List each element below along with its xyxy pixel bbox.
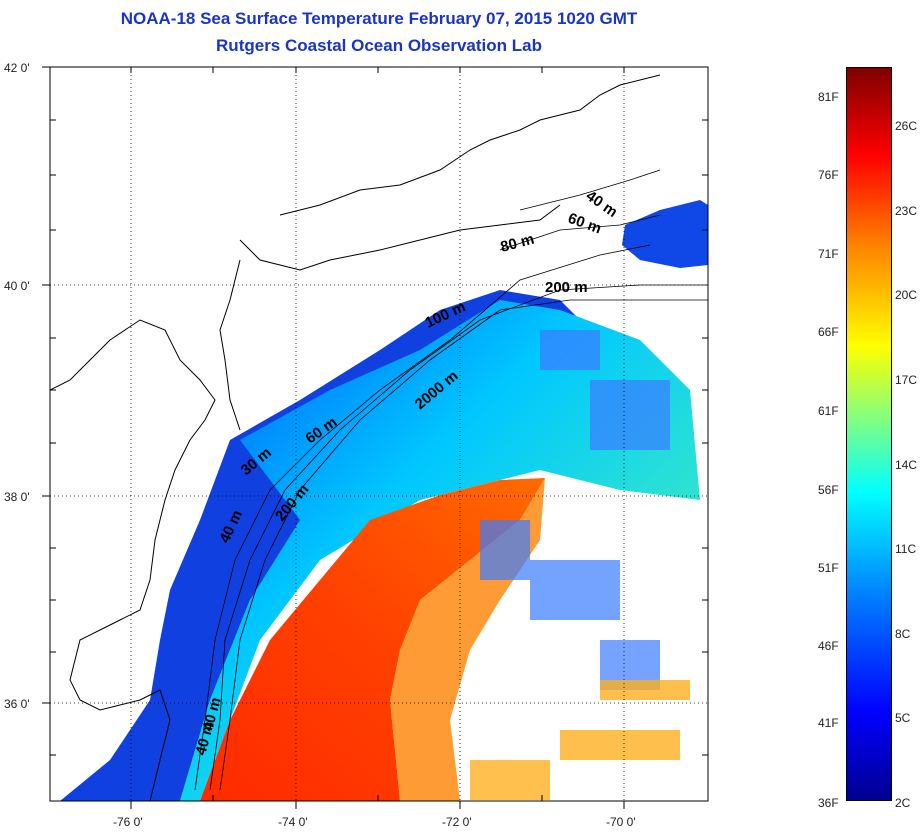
colorbar-label-c: 2C	[895, 796, 911, 810]
colorbar-label-c: 17C	[895, 373, 918, 387]
graticule	[50, 67, 708, 801]
colorbar-label-c: 20C	[895, 288, 918, 302]
axis-ticks	[42, 66, 708, 809]
colorbar-label-f: 46F	[818, 639, 839, 653]
lon-label: -74 0'	[278, 815, 308, 829]
colorbar-label-c: 26C	[895, 119, 918, 133]
colorbar-label-f: 81F	[818, 90, 839, 104]
slope-water	[180, 300, 700, 801]
shelf-water	[60, 290, 610, 801]
colorbar-label-f: 51F	[818, 561, 839, 575]
colorbar-label-c: 5C	[895, 711, 911, 725]
temperature-colorbar	[846, 67, 892, 801]
warm-scatter	[470, 680, 690, 800]
colorbar-label-f: 66F	[818, 325, 839, 339]
offshore-scatter	[480, 330, 670, 690]
gulf-stream	[200, 478, 545, 801]
map-title: NOAA-18 Sea Surface Temperature February…	[120, 9, 638, 28]
coastline-north	[279, 74, 661, 216]
colorbar-label-f: 71F	[818, 247, 839, 261]
colorbar-label-f: 61F	[818, 404, 839, 418]
colorbar-label-f: 41F	[818, 716, 839, 730]
lat-label: 36 0'	[4, 697, 30, 711]
colorbar-label-f: 56F	[818, 483, 839, 497]
colorbar-label-f: 76F	[818, 168, 839, 182]
lon-label: -72 0'	[442, 815, 472, 829]
coastline-jersey	[219, 259, 241, 431]
lat-label: 42 0'	[4, 61, 30, 75]
lat-label: 38 0'	[4, 490, 30, 504]
coastline	[50, 319, 216, 801]
isobath-label: 200 m	[545, 279, 588, 296]
map-subtitle: Rutgers Coastal Ocean Observation Lab	[216, 36, 542, 55]
cold-patch-northeast	[622, 200, 708, 268]
colorbar-label-c: 8C	[895, 627, 911, 641]
colorbar-label-c: 23C	[895, 204, 918, 218]
colorbar-label-c: 14C	[895, 458, 918, 472]
colorbar-label-c: 11C	[895, 542, 917, 556]
isobaths	[194, 169, 708, 791]
lon-label: -76 0'	[113, 815, 143, 829]
colorbar-label-f: 36F	[818, 796, 839, 810]
coastline-mid	[239, 204, 561, 271]
lon-label: -70 0'	[606, 815, 636, 829]
lat-label: 40 0'	[4, 279, 30, 293]
map-frame	[49, 66, 709, 802]
